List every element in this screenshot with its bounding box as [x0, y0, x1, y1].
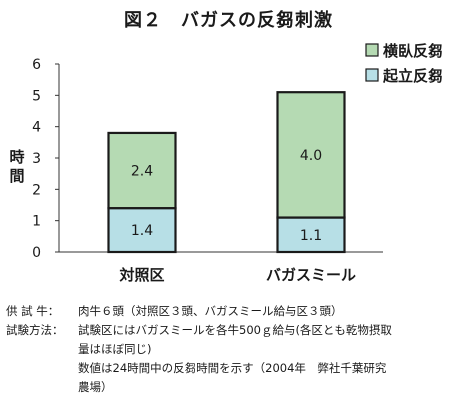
chart-title: 図２ バガスの反芻刺激: [124, 10, 333, 31]
y-tick-label: 3: [32, 151, 41, 167]
bar-segment: [107, 131, 177, 210]
y-tick-label: 6: [32, 57, 41, 73]
y-axis-label: 間: [9, 167, 24, 185]
x-tick-label: 対照区: [118, 266, 164, 284]
y-tick-label: 5: [32, 88, 41, 104]
bar-segment: [276, 91, 346, 219]
legend-label: 横臥反芻: [383, 42, 443, 60]
y-tick-label: 2: [32, 182, 41, 198]
x-tick-label: バガスミール: [266, 266, 356, 284]
bar-value-label: 4.0: [300, 148, 322, 164]
method-line: 数値は24時間中の反芻時間を示す（2004年 弊社千葉研究: [78, 361, 387, 375]
supply-text: 肉牛６頭（対照区３頭、バガスミール給与区３頭）: [78, 304, 343, 318]
y-tick-label: 0: [32, 245, 41, 261]
bar-value-label: 1.4: [131, 223, 153, 239]
bar-segment: [107, 207, 177, 254]
y-tick-label: 1: [32, 214, 41, 230]
method-line: 試験区にはバガスミールを各牛500ｇ給与(各区とも乾物摂取: [78, 323, 392, 337]
supply-label: 供 試 牛：: [6, 304, 60, 318]
bar-value-label: 1.1: [300, 228, 322, 244]
footnotes: 供 試 牛： 肉牛６頭（対照区３頭、バガスミール給与区３頭） 試験方法： 試験区…: [6, 302, 454, 397]
legend-label: 起立反芻: [382, 67, 443, 85]
y-axis-label: 時: [9, 148, 24, 166]
legend-swatch: [365, 43, 379, 57]
legend-swatch: [365, 68, 379, 82]
method-line: 農場）: [78, 380, 113, 394]
y-tick-label: 4: [32, 120, 41, 136]
method-line: 量はほぼ同じ): [78, 342, 152, 356]
bar-value-label: 2.4: [131, 164, 153, 180]
method-label: 試験方法：: [6, 323, 64, 337]
